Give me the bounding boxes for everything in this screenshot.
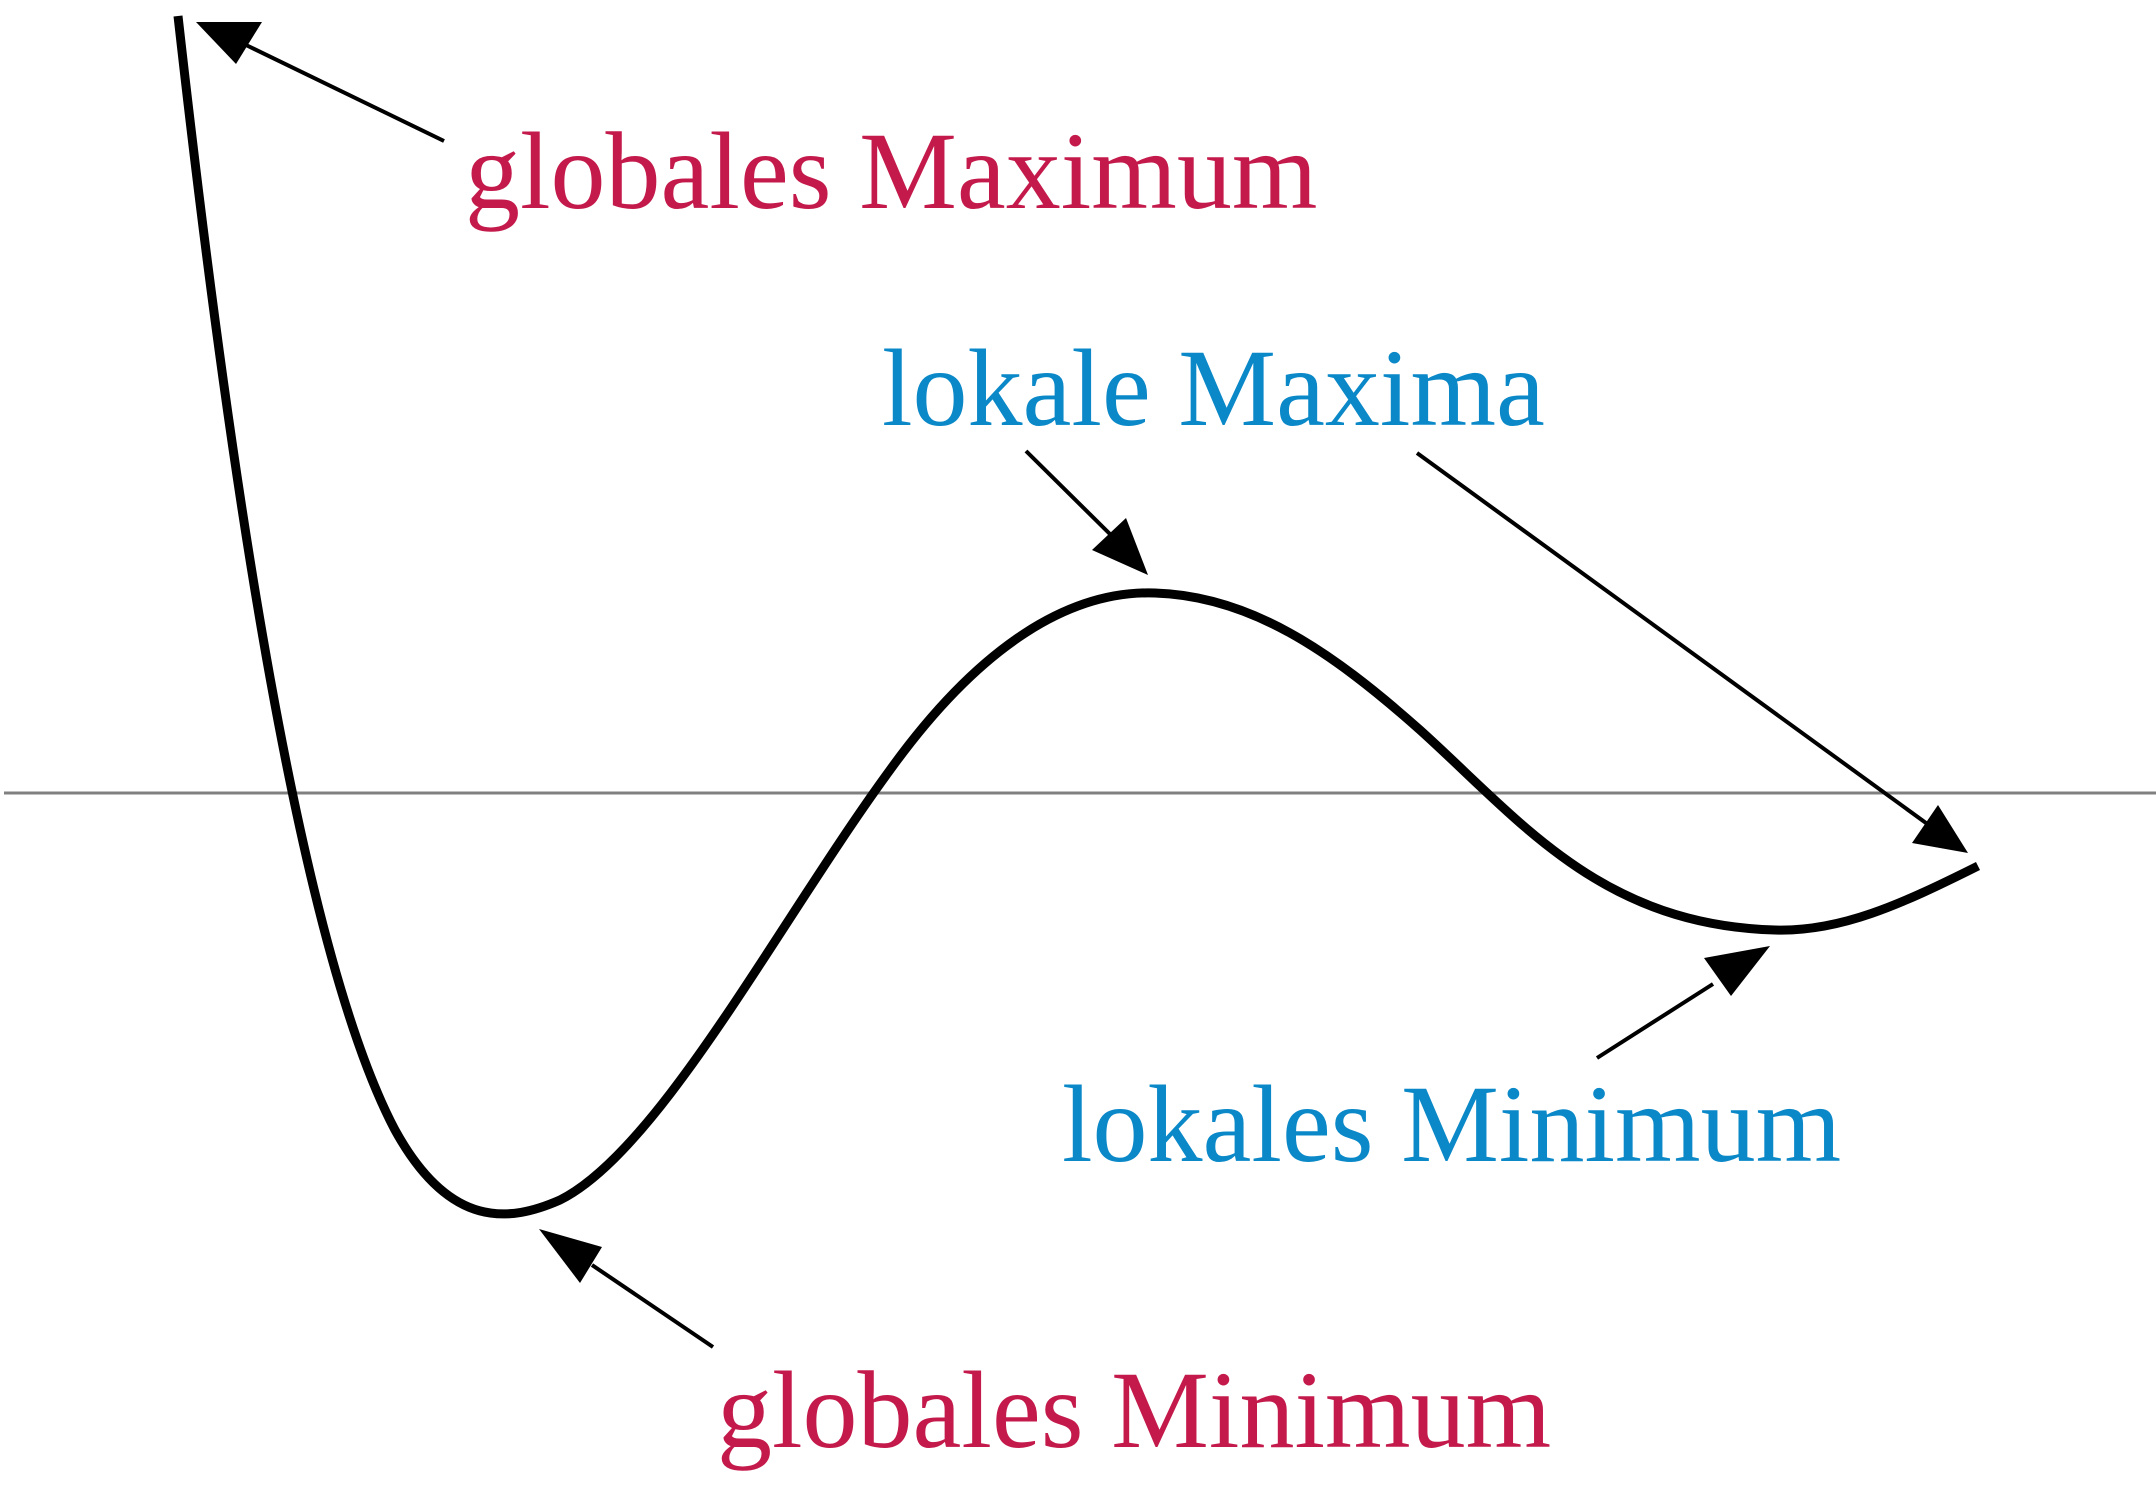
arrow-local-max-1 <box>1024 449 1148 575</box>
label-global-min: globales Minimum <box>717 1349 1551 1471</box>
arrow-local-min <box>1595 946 1770 1060</box>
function-curve <box>173 15 1981 1219</box>
label-local-max: lokale Maxima <box>882 327 1545 449</box>
label-global-max: globales Maximum <box>465 110 1317 232</box>
arrow-local-max-2 <box>1415 451 1968 853</box>
arrow-global-max <box>196 22 445 143</box>
arrow-global-min <box>539 1229 715 1349</box>
label-local-min: lokales Minimum <box>1062 1063 1841 1185</box>
